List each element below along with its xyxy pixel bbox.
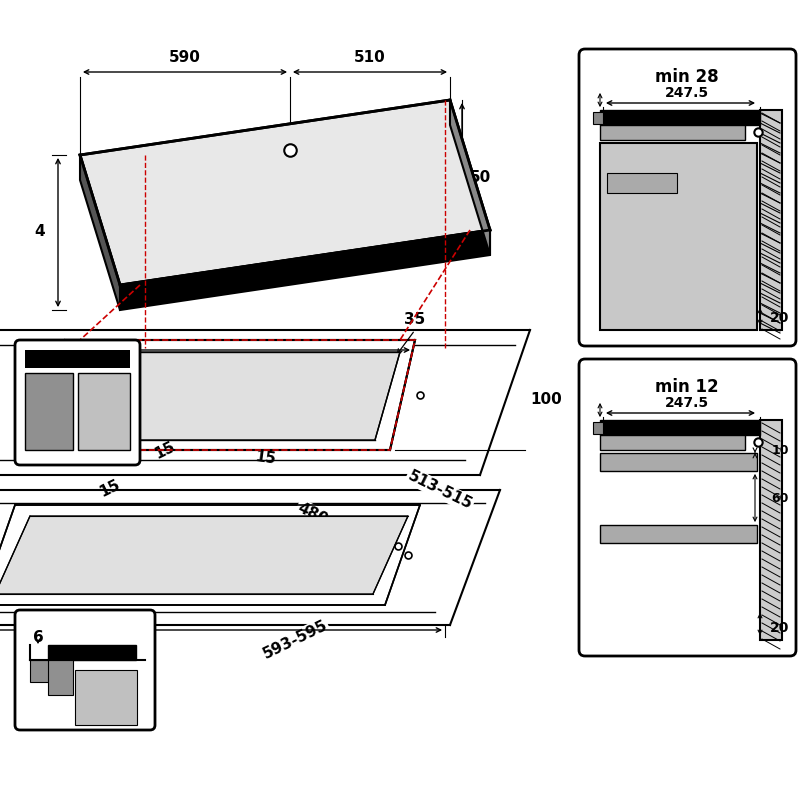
Bar: [78, 373, 130, 450]
FancyBboxPatch shape: [15, 610, 155, 730]
Bar: [760, 110, 782, 330]
Text: 6: 6: [33, 630, 43, 645]
Text: 35: 35: [404, 313, 426, 327]
Polygon shape: [450, 100, 490, 255]
Text: min 12: min 12: [655, 378, 719, 396]
Text: 60: 60: [771, 491, 789, 505]
Bar: [48, 645, 136, 660]
Bar: [48, 660, 73, 695]
Polygon shape: [80, 100, 490, 285]
Bar: [75, 670, 137, 725]
Text: 480-492: 480-492: [295, 500, 365, 544]
Polygon shape: [40, 340, 415, 450]
Text: 10: 10: [285, 187, 306, 202]
Text: 560-562: 560-562: [284, 353, 356, 378]
Text: 247.5: 247.5: [665, 396, 709, 410]
Bar: [600, 435, 745, 450]
Bar: [600, 125, 745, 140]
Bar: [30, 660, 72, 682]
Polygon shape: [0, 516, 408, 594]
Polygon shape: [0, 505, 420, 605]
Bar: [593, 422, 603, 434]
Polygon shape: [80, 155, 120, 310]
Bar: [760, 420, 782, 640]
Text: min 28: min 28: [655, 68, 719, 86]
Text: 50: 50: [470, 170, 490, 185]
Text: 11.5: 11.5: [246, 550, 285, 570]
Text: 10: 10: [771, 445, 789, 458]
Bar: [600, 420, 760, 435]
Text: 560-562: 560-562: [155, 526, 225, 570]
FancyBboxPatch shape: [579, 49, 796, 346]
Bar: [600, 110, 760, 125]
Text: 513-515: 513-515: [406, 468, 474, 512]
Text: 593-595: 593-595: [260, 618, 330, 662]
Text: 4: 4: [34, 225, 46, 239]
Text: 20: 20: [770, 621, 790, 635]
Text: 15: 15: [98, 477, 122, 499]
Text: 590: 590: [169, 50, 201, 66]
Text: 100: 100: [530, 393, 562, 407]
Bar: [607, 173, 677, 193]
Bar: [600, 525, 757, 543]
Polygon shape: [120, 230, 490, 310]
Bar: [25, 350, 130, 368]
Bar: [25, 373, 73, 450]
Bar: [600, 143, 757, 330]
Text: 0-10: 0-10: [216, 382, 254, 398]
Text: 510: 510: [354, 50, 386, 66]
FancyBboxPatch shape: [15, 340, 140, 465]
Bar: [600, 453, 757, 471]
Text: 20: 20: [770, 311, 790, 325]
Text: 15: 15: [152, 438, 178, 462]
Bar: [593, 112, 603, 124]
Text: 480-492: 480-492: [65, 396, 135, 440]
FancyBboxPatch shape: [579, 359, 796, 656]
Text: 15: 15: [254, 449, 277, 467]
Polygon shape: [55, 352, 400, 440]
Text: 247.5: 247.5: [665, 86, 709, 100]
